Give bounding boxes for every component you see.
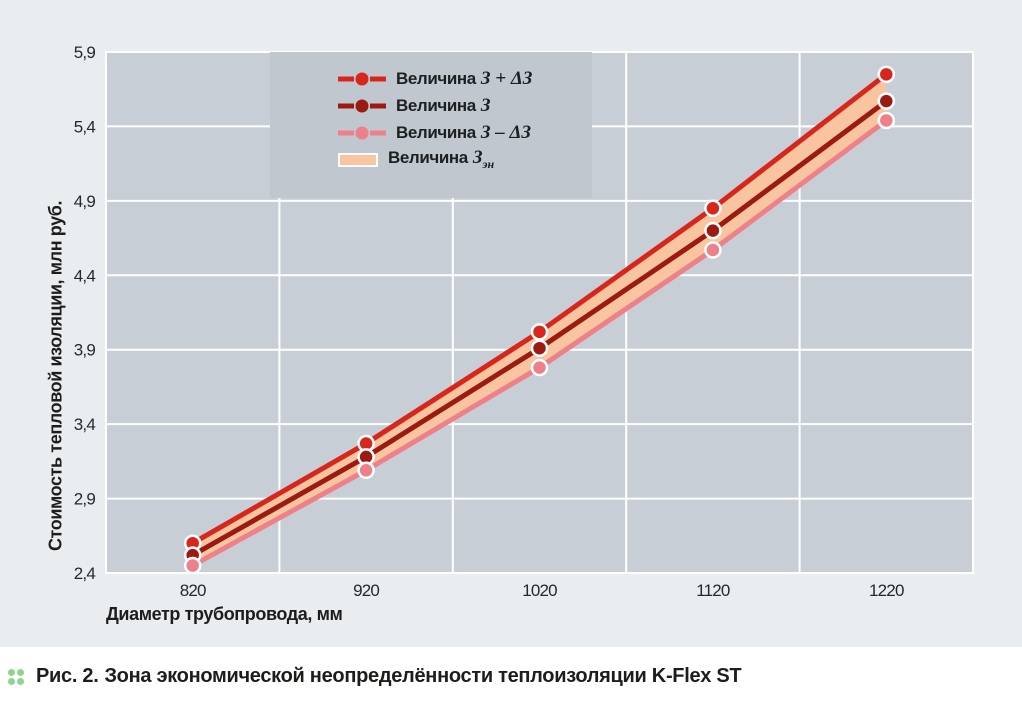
y-tick-label: 2,9	[74, 490, 96, 509]
legend-line-marker-icon	[338, 72, 386, 85]
x-axis-label: Диаметр трубопровода, мм	[106, 604, 343, 624]
y-tick-label: 4,9	[74, 192, 96, 211]
figure-caption-text-wrap: Рис. 2. Зона экономической неопределённос…	[36, 665, 742, 688]
y-tick-label: 3,9	[74, 341, 96, 360]
figure-number: Рис. 2.	[36, 665, 99, 687]
figure-caption-text: Зона экономической неопределённости тепл…	[104, 665, 742, 687]
legend-item: Величина З – ΔЗ	[338, 119, 592, 146]
data-point	[530, 323, 549, 341]
y-tick-label: 5,4	[74, 117, 96, 136]
data-point	[357, 461, 375, 480]
legend-band-swatch-icon	[338, 152, 378, 167]
legend-item-label: Величина З	[396, 94, 491, 116]
figure-caption: Рис. 2. Зона экономической неопределённос…	[8, 665, 742, 688]
legend-item: Величина З	[338, 92, 592, 119]
data-point	[704, 199, 722, 218]
y-tick-label: 2,4	[74, 564, 96, 583]
chart-legend: Величина З + ΔЗ Величина З Величина З – ΔЗ Вел…	[270, 52, 592, 198]
y-tick-label: 5,9	[74, 43, 96, 62]
y-tick-label: 4,4	[74, 266, 96, 285]
y-tick-label: 3,4	[74, 415, 96, 434]
x-tick-label: 1020	[522, 581, 557, 600]
chart-panel: 2,4 2,9 3,4 3,9 4,4 4,9 5,4 5,9 820 920 1020 1120 12…	[0, 0, 1022, 647]
data-point	[704, 241, 722, 259]
green-dots-icon	[8, 669, 24, 685]
legend-item-label: Величина З + ΔЗ	[396, 67, 533, 89]
data-point	[530, 339, 549, 357]
legend-item: Величина З + ΔЗ	[338, 65, 592, 92]
data-point	[183, 556, 202, 575]
legend-item: Величина Зэн	[338, 146, 592, 173]
data-point	[704, 221, 722, 240]
legend-item-label: Величина З – ΔЗ	[396, 121, 532, 143]
legend-line-marker-icon	[338, 126, 386, 139]
legend-item-label: Величина Зэн	[388, 147, 495, 171]
data-point	[877, 111, 896, 130]
x-tick-label: 1220	[869, 581, 904, 600]
x-tick-label: 920	[353, 581, 379, 600]
data-point	[877, 65, 896, 84]
legend-line-marker-icon	[338, 99, 386, 112]
x-tick-label: 1120	[696, 581, 730, 600]
y-axis-label: Стоимость тепловой изоляции, млн руб.	[45, 200, 66, 552]
x-tick-label: 820	[180, 581, 206, 600]
data-point	[877, 92, 896, 110]
data-point	[530, 358, 549, 377]
